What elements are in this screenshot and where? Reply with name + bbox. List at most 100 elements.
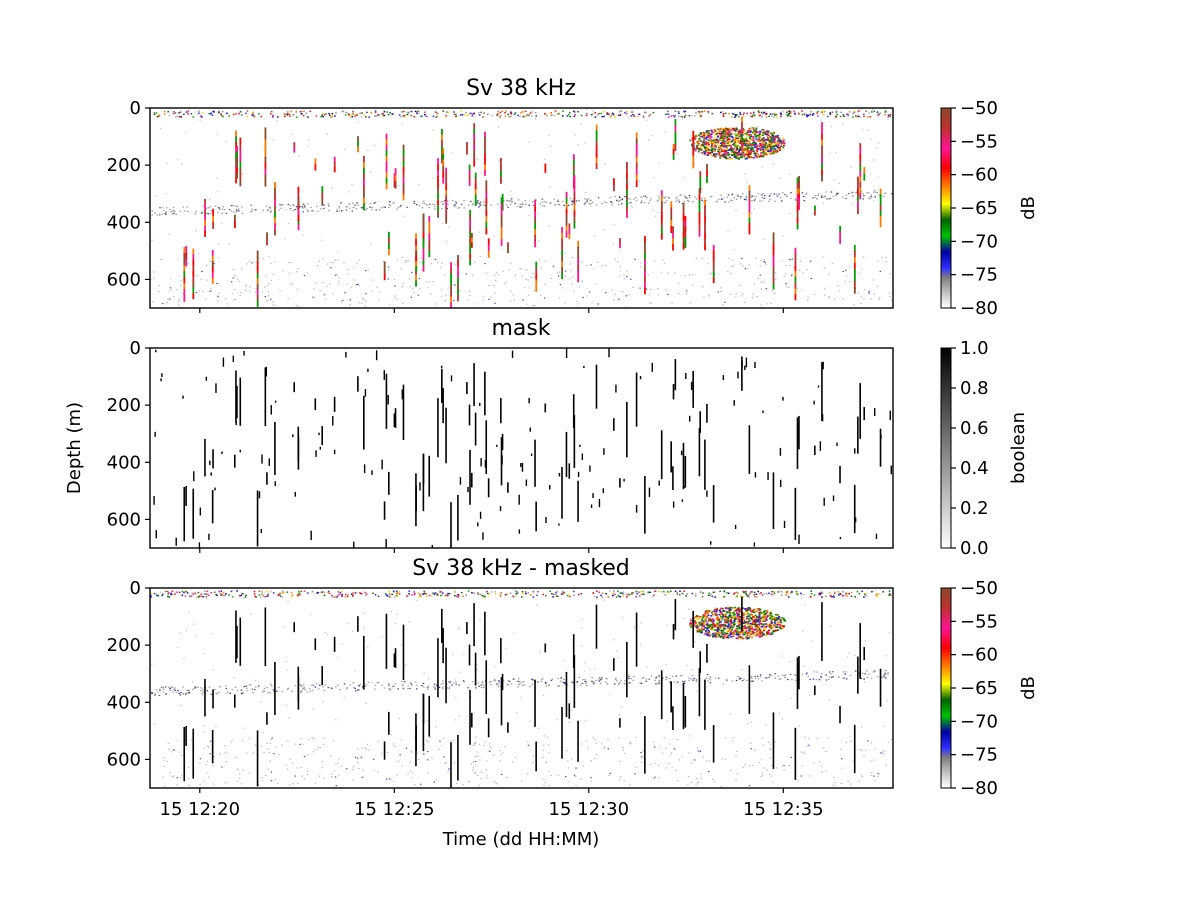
mask-fleck bbox=[319, 446, 322, 450]
colorbar-label: boolean bbox=[1008, 412, 1029, 484]
deep-echo bbox=[700, 777, 702, 779]
surface-echo bbox=[297, 590, 300, 593]
noise-echo bbox=[358, 285, 360, 287]
interference-streak bbox=[635, 132, 638, 140]
noise-echo bbox=[728, 257, 730, 260]
scattering-layer-echo bbox=[483, 684, 485, 687]
deep-echo bbox=[364, 747, 366, 749]
surface-echo bbox=[840, 111, 843, 113]
school-echo bbox=[751, 150, 754, 153]
surface-echo bbox=[608, 113, 610, 115]
deep-echo bbox=[474, 742, 476, 744]
deep-echo bbox=[640, 751, 642, 754]
mask-segment bbox=[211, 490, 214, 524]
surface-echo bbox=[171, 593, 174, 596]
school-echo bbox=[717, 130, 720, 133]
interference-streak bbox=[798, 203, 800, 210]
scattering-layer-echo bbox=[541, 205, 544, 207]
mask-fleck bbox=[583, 365, 585, 368]
interference-streak bbox=[450, 273, 452, 280]
scattering-layer-echo bbox=[341, 210, 343, 212]
surface-echo bbox=[867, 116, 869, 118]
scattering-layer-echo bbox=[416, 688, 418, 690]
noise-echo bbox=[727, 230, 729, 232]
surface-echo bbox=[788, 110, 791, 112]
scattering-layer-echo bbox=[421, 685, 423, 687]
school-echo bbox=[727, 152, 730, 155]
deep-echo bbox=[650, 763, 652, 766]
scattering-layer-echo bbox=[507, 206, 509, 209]
deep-echo bbox=[619, 776, 622, 778]
deep-echo bbox=[163, 757, 166, 759]
scattering-layer-echo bbox=[709, 196, 712, 198]
school-echo bbox=[760, 144, 763, 147]
interference-streak bbox=[821, 151, 823, 158]
scattering-layer-echo bbox=[497, 203, 499, 205]
deep-echo bbox=[665, 289, 667, 291]
scattering-layer-echo bbox=[481, 681, 484, 683]
deep-echo bbox=[618, 737, 620, 739]
scattering-layer-echo bbox=[793, 674, 796, 676]
school-echo bbox=[719, 132, 722, 135]
noise-echo bbox=[593, 268, 595, 270]
deep-echo bbox=[788, 764, 791, 767]
scattering-layer-echo bbox=[572, 681, 574, 684]
scattering-layer-echo bbox=[287, 203, 290, 206]
scattering-layer-echo bbox=[640, 201, 643, 204]
noise-echo bbox=[498, 160, 500, 162]
scattering-layer-echo bbox=[257, 685, 260, 687]
scattering-layer-echo bbox=[315, 683, 318, 685]
scattering-layer-echo bbox=[158, 694, 161, 697]
deep-echo bbox=[783, 769, 785, 771]
deep-echo bbox=[485, 777, 488, 779]
deep-echo bbox=[343, 262, 345, 264]
scattering-layer-echo bbox=[346, 687, 349, 689]
school-echo bbox=[763, 153, 766, 155]
interference-streak bbox=[457, 266, 459, 273]
surface-echo bbox=[878, 113, 880, 116]
surface-echo bbox=[619, 592, 622, 594]
interference-streak bbox=[879, 199, 882, 206]
interference-streak bbox=[682, 202, 685, 210]
deep-echo bbox=[401, 765, 403, 767]
deep-echo bbox=[317, 747, 320, 749]
scattering-layer-echo bbox=[514, 202, 516, 205]
noise-echo bbox=[625, 306, 627, 308]
scattering-layer-echo bbox=[246, 687, 248, 690]
scattering-layer-echo bbox=[717, 198, 720, 200]
surface-echo bbox=[780, 113, 783, 116]
deep-echo bbox=[268, 751, 271, 753]
deep-echo bbox=[291, 783, 294, 785]
deep-echo bbox=[237, 780, 239, 782]
interference-streak bbox=[741, 122, 743, 129]
interference-streak bbox=[211, 261, 214, 268]
interference-streak bbox=[859, 176, 862, 183]
deep-echo bbox=[272, 301, 274, 303]
noise-echo bbox=[344, 148, 346, 150]
interference-streak bbox=[422, 213, 425, 221]
noise-echo bbox=[401, 123, 403, 125]
scattering-layer-echo bbox=[409, 682, 412, 684]
surface-echo bbox=[323, 594, 326, 597]
surface-echo bbox=[232, 113, 235, 116]
school-echo bbox=[730, 154, 733, 156]
noise-echo bbox=[172, 211, 175, 214]
surface-echo bbox=[197, 113, 199, 115]
scattering-layer-echo bbox=[828, 678, 830, 681]
scattering-layer-echo bbox=[183, 210, 186, 212]
surface-echo bbox=[746, 112, 748, 115]
deep-echo bbox=[765, 263, 767, 266]
interference-streak bbox=[264, 156, 267, 164]
scattering-layer-echo bbox=[558, 204, 560, 206]
deep-echo bbox=[394, 285, 396, 287]
school-echo bbox=[739, 141, 742, 143]
deep-echo bbox=[618, 275, 621, 277]
scattering-layer-echo bbox=[302, 207, 305, 209]
interference-streak bbox=[534, 199, 537, 207]
deep-echo bbox=[362, 769, 364, 771]
surface-echo bbox=[609, 590, 611, 592]
surface-echo bbox=[585, 114, 588, 117]
scattering-layer-echo bbox=[327, 205, 330, 207]
surface-echo bbox=[320, 116, 323, 118]
